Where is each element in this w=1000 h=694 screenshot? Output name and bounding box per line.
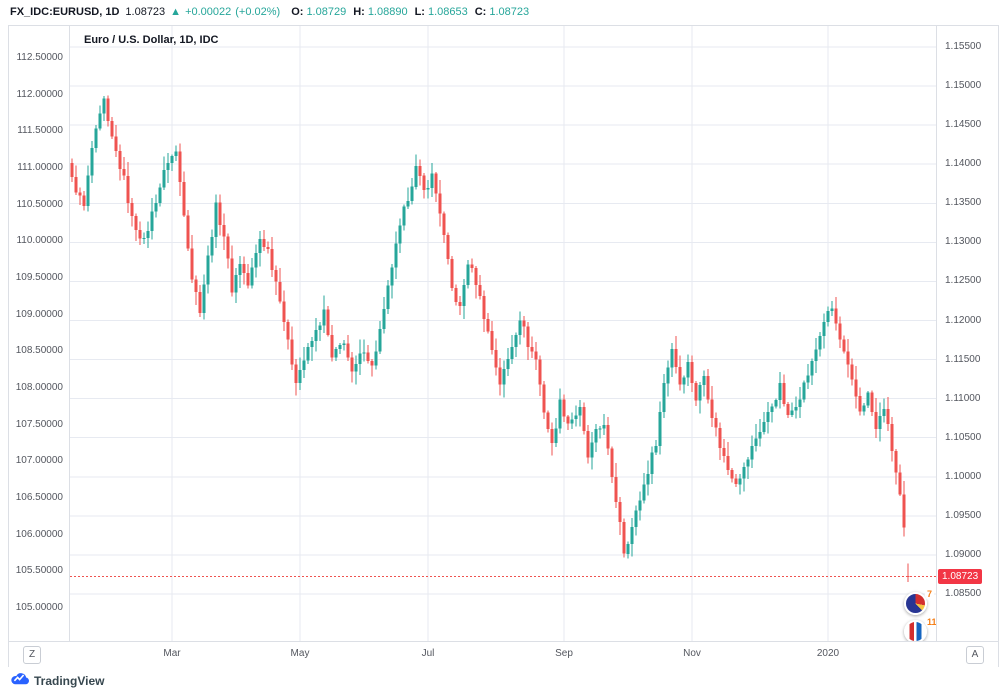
right-axis-label: 1.11500 (945, 353, 981, 365)
left-axis-label: 109.50000 (15, 272, 63, 283)
right-axis-label: 1.09000 (945, 548, 982, 560)
right-axis-label: 1.10000 (945, 470, 982, 482)
low-value: 1.08653 (427, 6, 468, 18)
left-axis-label: 105.00000 (15, 602, 63, 613)
right-price-axis[interactable]: 1.08723 1.15500 1.15000 1.14500 1.14000 1.13… (936, 26, 999, 641)
up-arrow-icon: ▲ (170, 6, 182, 18)
close-value: 1.08723 (489, 6, 530, 18)
left-axis-label: 107.00000 (15, 455, 63, 467)
close-label: C: (474, 6, 487, 18)
right-axis-label: 1.10500 (945, 431, 982, 443)
right-axis-label: 1.14500 (945, 119, 982, 131)
timezone-button[interactable]: Z (23, 646, 41, 664)
chart-plot-area[interactable]: Euro / U.S. Dollar, 1D, IDC 7 11 (70, 26, 936, 641)
last-price: 1.08723 (125, 6, 166, 18)
month-label[interactable]: Jul (421, 648, 435, 659)
ideas-bubble-chart-icon[interactable]: 11 (904, 617, 936, 641)
left-axis-label: 111.00000 (17, 162, 63, 173)
right-axis-label: 1.09500 (945, 509, 982, 521)
right-axis-label: 1.14000 (945, 158, 982, 170)
auto-scale-button[interactable]: A (966, 646, 984, 664)
low-label: L: (414, 6, 425, 18)
month-label[interactable]: May (290, 648, 310, 659)
idea-count-badge: 7 (925, 589, 935, 600)
left-axis-label: 112.50000 (16, 52, 63, 63)
high-label: H: (353, 6, 365, 18)
tradingview-logo-icon[interactable] (10, 671, 29, 691)
candlestick-chart (70, 26, 936, 641)
left-axis-label: 106.50000 (15, 492, 63, 503)
chart-title: Euro / U.S. Dollar, 1D, IDC (84, 34, 219, 46)
change-absolute: +0.00022 (185, 6, 232, 18)
left-axis-label: 111.50000 (17, 125, 63, 137)
month-label[interactable]: Sep (555, 648, 573, 659)
right-axis-label: 1.15000 (945, 80, 982, 92)
idea-count-badge: 11 (925, 617, 936, 628)
left-axis-label: 105.50000 (15, 565, 63, 577)
symbol-title[interactable]: FX_IDC:EURUSD, 1D (10, 6, 120, 18)
ideas-bubble-avatar-icon[interactable]: 7 (904, 589, 935, 615)
brand-name[interactable]: TradingView (34, 674, 105, 688)
high-value: 1.08890 (367, 6, 408, 18)
chart-widget: 112.50000 112.00000 111.50000 111.00000 110.… (8, 25, 999, 667)
month-label[interactable]: 2020 (816, 648, 840, 659)
left-axis-label: 106.00000 (15, 528, 63, 540)
right-axis-label: 1.15500 (945, 41, 982, 52)
footer: TradingView (10, 671, 104, 691)
right-axis-label: 1.12500 (945, 275, 982, 287)
month-label[interactable]: Mar (163, 648, 181, 659)
right-axis-label: 1.08500 (945, 588, 982, 599)
time-axis[interactable]: Z A Mar May Jul Sep Nov 2020 (9, 641, 998, 667)
left-price-axis[interactable]: 112.50000 112.00000 111.50000 111.00000 110.… (9, 26, 70, 641)
left-axis-label: 109.00000 (15, 308, 63, 320)
right-axis-label: 1.13500 (945, 197, 982, 209)
left-axis-label: 110.00000 (16, 235, 63, 247)
left-axis-label: 107.50000 (15, 418, 63, 430)
ohlc-topbar: FX_IDC:EURUSD, 1D 1.08723 ▲ +0.00022 (+0… (10, 4, 529, 20)
left-axis-label: 112.00000 (16, 88, 63, 100)
right-axis-label: 1.11000 (945, 392, 981, 404)
left-axis-label: 108.00000 (15, 382, 63, 393)
open-value: 1.08729 (306, 6, 347, 18)
left-axis-label: 108.50000 (15, 345, 63, 357)
left-axis-label: 110.50000 (16, 198, 63, 210)
month-label[interactable]: Nov (683, 648, 701, 659)
open-label: O: (291, 6, 304, 18)
current-price-tag: 1.08723 (938, 568, 983, 584)
change-percent: (+0.02%) (235, 6, 281, 18)
right-axis-label: 1.12000 (945, 314, 982, 326)
right-axis-label: 1.13000 (945, 236, 982, 248)
